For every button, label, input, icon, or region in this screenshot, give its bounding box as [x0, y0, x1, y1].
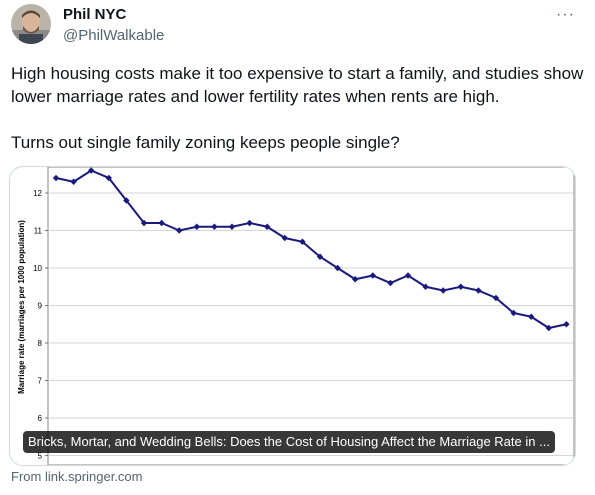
data-point [228, 223, 236, 230]
data-point [440, 287, 447, 294]
y-tick-label: 11 [34, 227, 43, 236]
card-title: Bricks, Mortar, and Wedding Bells: Does … [23, 431, 555, 453]
data-point [545, 324, 552, 332]
series-line [55, 169, 567, 330]
y-tick-label: 10 [33, 264, 42, 273]
y-tick-label: 12 [33, 189, 42, 198]
profile-photo-icon [11, 4, 51, 44]
data-point [387, 279, 394, 287]
author-handle[interactable]: @PhilWalkable [63, 27, 165, 44]
data-point [563, 321, 570, 328]
data-point [492, 294, 500, 302]
data-point [369, 272, 376, 279]
y-tick-label: 8 [38, 339, 43, 348]
data-point [422, 283, 429, 290]
data-point [140, 219, 148, 227]
data-point [475, 287, 482, 294]
more-options-icon[interactable]: ··· [556, 6, 575, 23]
tweet-paragraph: High housing costs make it too expensive… [11, 64, 584, 106]
avatar[interactable] [11, 4, 51, 44]
card-source[interactable]: From link.springer.com [11, 469, 143, 484]
data-point [457, 283, 464, 290]
y-axis-title: Marriage rate (marriages per 1000 popula… [17, 220, 26, 394]
data-point [193, 223, 200, 230]
link-card[interactable]: 5 6 7 8 9 10 11 12 Marriage rate (marriages per … [9, 166, 576, 466]
tweet-paragraph: Turns out single family zoning keeps peo… [11, 133, 400, 152]
data-point [404, 272, 412, 279]
marriage-rate-chart: 5 6 7 8 9 10 11 12 Marriage rate (marriages per … [17, 167, 575, 465]
tweet-text: High housing costs make it too expensive… [11, 62, 586, 154]
author-name[interactable]: Phil NYC [63, 6, 127, 23]
y-tick-label: 5 [38, 452, 43, 461]
data-point [352, 276, 359, 283]
data-point [334, 264, 341, 272]
y-tick-label: 9 [38, 302, 43, 311]
y-tick-label: 6 [38, 414, 43, 423]
data-point [528, 313, 535, 320]
data-point [176, 227, 183, 234]
data-point [316, 253, 324, 260]
y-tick-label: 7 [38, 377, 43, 386]
plot-area [47, 167, 575, 465]
